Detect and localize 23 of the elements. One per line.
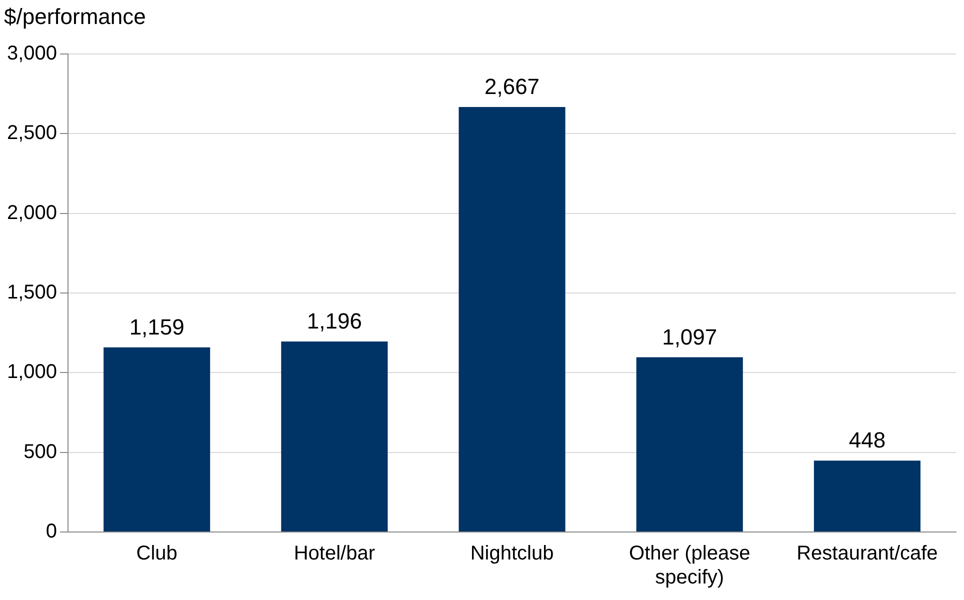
y-tick-label: 500 xyxy=(24,440,58,463)
bar xyxy=(281,341,388,532)
y-tick-label: 2,500 xyxy=(6,122,58,144)
bar xyxy=(636,357,743,532)
data-label: 1,196 xyxy=(306,308,362,334)
x-tick-label: Nightclub xyxy=(470,542,554,565)
x-tick-label: Club xyxy=(136,542,178,565)
y-tick-label: 0 xyxy=(46,520,58,543)
bar xyxy=(104,347,210,532)
data-label: 2,667 xyxy=(484,74,540,100)
data-label: 1,097 xyxy=(662,324,718,350)
y-tick-label: 2,000 xyxy=(6,202,58,224)
x-tick-label: Restaurant/cafe xyxy=(796,542,938,565)
x-tick-label: Other (please specify) xyxy=(629,542,750,589)
y-tick-label: 1,500 xyxy=(6,282,58,304)
bar xyxy=(458,107,566,532)
data-label: 448 xyxy=(848,428,886,453)
y-axis-title: $/performance xyxy=(4,4,146,30)
bar xyxy=(814,460,920,532)
data-label: 1,159 xyxy=(129,314,184,340)
y-tick-label: 1,000 xyxy=(6,361,58,384)
y-tick-label: 3,000 xyxy=(6,42,58,65)
x-tick-label: Hotel/bar xyxy=(294,542,376,565)
